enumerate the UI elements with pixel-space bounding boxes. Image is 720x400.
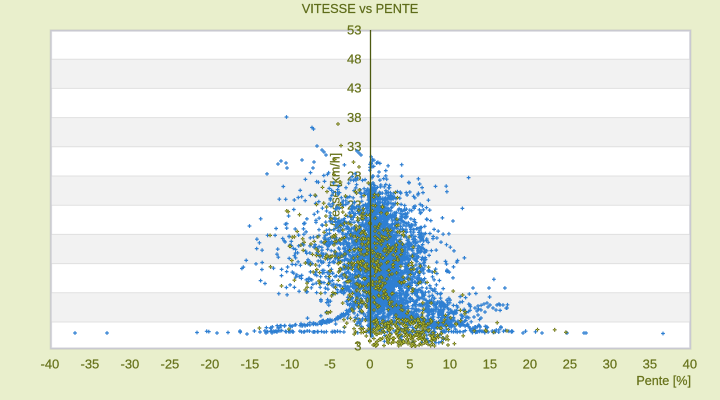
svg-text:3: 3	[354, 339, 361, 354]
svg-text:-20: -20	[201, 356, 220, 371]
svg-text:5: 5	[406, 356, 413, 371]
svg-text:-35: -35	[81, 356, 100, 371]
svg-text:40: 40	[683, 356, 697, 371]
svg-text:10: 10	[443, 356, 457, 371]
svg-text:25: 25	[563, 356, 577, 371]
svg-text:Vitesse [km/h]: Vitesse [km/h]	[329, 153, 343, 231]
svg-text:38: 38	[347, 110, 361, 125]
svg-text:-30: -30	[121, 356, 140, 371]
svg-text:20: 20	[523, 356, 537, 371]
svg-text:30: 30	[603, 356, 617, 371]
svg-text:-5: -5	[324, 356, 336, 371]
svg-text:35: 35	[643, 356, 657, 371]
svg-text:43: 43	[347, 81, 361, 96]
svg-text:-15: -15	[241, 356, 260, 371]
svg-text:-25: -25	[161, 356, 180, 371]
svg-text:-40: -40	[41, 356, 60, 371]
svg-text:0: 0	[366, 356, 373, 371]
svg-text:VITESSE vs PENTE: VITESSE vs PENTE	[302, 1, 419, 16]
svg-text:Pente [%]: Pente [%]	[636, 374, 691, 388]
svg-text:15: 15	[483, 356, 497, 371]
svg-text:53: 53	[347, 22, 361, 37]
svg-text:-10: -10	[281, 356, 300, 371]
svg-text:48: 48	[347, 52, 361, 67]
svg-text:28: 28	[347, 168, 361, 183]
